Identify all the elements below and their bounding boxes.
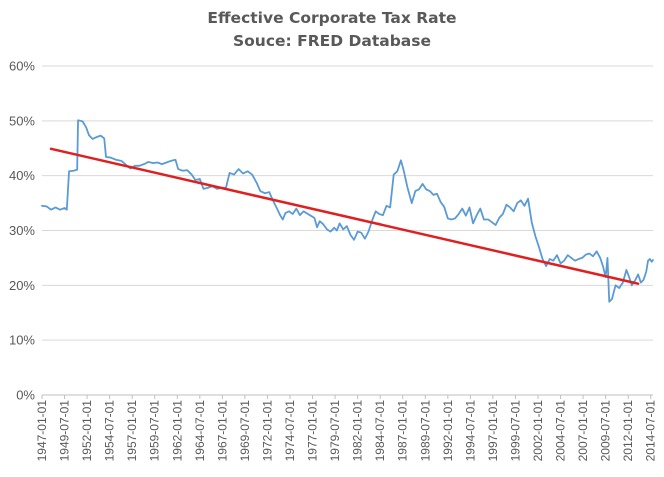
x-tick-label-4: 1957-01-01 — [125, 400, 139, 462]
x-tick-label-11: 1974-07-01 — [283, 400, 297, 462]
x-tick-label-20: 1997-01-01 — [486, 400, 500, 462]
chart-title: Effective Corporate Tax Rate — [207, 9, 456, 27]
x-tick-label-26: 2012-01-01 — [621, 400, 635, 462]
x-tick-label-3: 1954-07-01 — [103, 400, 117, 462]
x-tick-label-19: 1994-07-01 — [463, 400, 477, 462]
series-line-0 — [41, 119, 654, 303]
trend-line — [49, 147, 640, 285]
x-tick-label-1: 1949-07-01 — [58, 400, 72, 462]
x-tick-label-15: 1984-07-01 — [373, 400, 387, 462]
x-tick-label-0: 1947-01-01 — [35, 400, 49, 462]
x-tick-label-12: 1977-01-01 — [306, 400, 320, 462]
x-tick-label-16: 1987-01-01 — [396, 400, 410, 462]
x-tick-label-27: 2014-07-01 — [644, 400, 658, 462]
chart-subtitle: Souce: FRED Database — [233, 32, 431, 50]
x-tick-label-23: 2004-07-01 — [554, 400, 568, 462]
y-tick-label-1: 10% — [9, 333, 35, 348]
x-tick-label-18: 1992-01-01 — [441, 400, 455, 462]
y-tick-label-0: 0% — [16, 388, 35, 403]
y-tick-label-4: 40% — [9, 168, 35, 183]
x-tick-label-14: 1982-01-01 — [351, 400, 365, 462]
x-tick-label-7: 1964-07-01 — [193, 400, 207, 462]
x-tick-label-25: 2009-07-01 — [599, 400, 613, 462]
x-tick-label-9: 1969-07-01 — [238, 400, 252, 462]
y-axis-ticks: 0% 10% 20% 30% 40% 50% 60% — [9, 59, 35, 403]
x-tick-label-6: 1962-01-01 — [170, 400, 184, 462]
x-tick-label-2: 1952-01-01 — [80, 400, 94, 462]
series-layer — [41, 119, 654, 303]
y-tick-label-3: 30% — [9, 223, 35, 238]
gridlines — [42, 65, 653, 341]
x-tick-label-24: 2007-01-01 — [576, 400, 590, 462]
y-tick-label-6: 60% — [9, 59, 35, 74]
x-tick-label-22: 2002-01-01 — [531, 400, 545, 462]
x-axis-ticks: 1947-01-01 1949-07-01 1952-01-01 1954-07-01… — [35, 394, 658, 462]
x-tick-label-13: 1979-07-01 — [328, 400, 342, 462]
y-tick-label-2: 20% — [9, 278, 35, 293]
x-tick-label-21: 1999-07-01 — [508, 400, 522, 462]
x-tick-label-10: 1972-01-01 — [260, 400, 274, 462]
x-tick-label-17: 1989-07-01 — [418, 400, 432, 462]
x-tick-label-8: 1967-01-01 — [215, 400, 229, 462]
x-tick-label-5: 1959-07-01 — [148, 400, 162, 462]
y-tick-label-5: 50% — [9, 113, 35, 128]
